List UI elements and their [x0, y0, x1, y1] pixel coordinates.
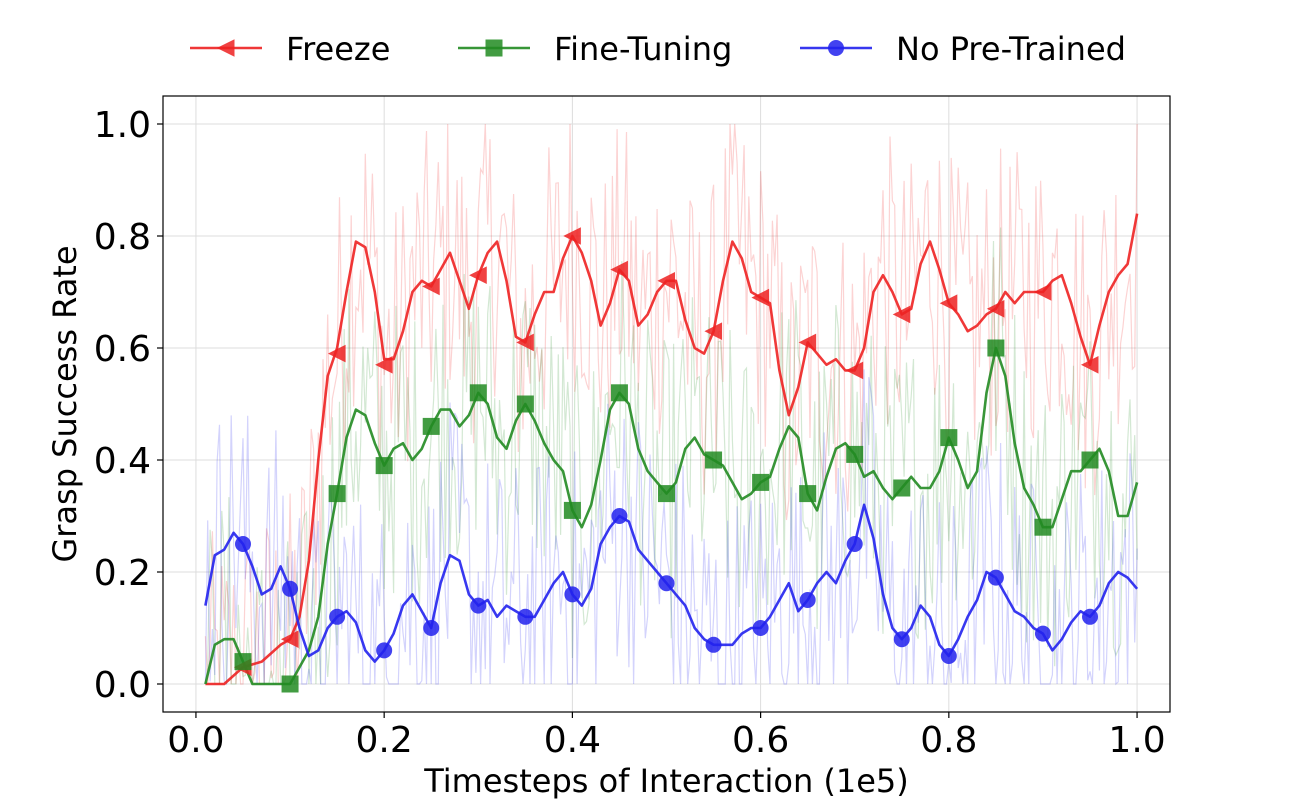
x-axis-ticks: 0.0 0.2 0.4 0.6 0.8 1.0 — [167, 712, 1166, 761]
marker-no-pre-trained — [893, 631, 910, 648]
y-axis-ticks: 0.0 0.2 0.4 0.6 0.8 1.0 — [94, 105, 163, 706]
marker-no-pre-trained — [799, 592, 816, 608]
marker-fine-tuning — [893, 479, 911, 497]
y-tick-label: 0.4 — [94, 441, 151, 482]
y-tick-label: 0.2 — [94, 553, 151, 594]
marker-fine-tuning — [846, 445, 864, 463]
marker-freeze — [375, 355, 393, 374]
marker-freeze — [563, 227, 581, 245]
marker-no-pre-trained — [517, 608, 534, 625]
raw-trace-no-pre-trained — [204, 369, 1138, 686]
marker-no-pre-trained — [376, 642, 393, 659]
marker-freeze — [704, 322, 723, 341]
marker-no-pre-trained — [705, 636, 722, 653]
marker-freeze — [845, 361, 864, 380]
raw-series-traces — [204, 123, 1138, 686]
marker-no-pre-trained — [234, 536, 251, 552]
x-axis-title: Timesteps of Interaction (1e5) — [423, 762, 909, 800]
marker-fine-tuning — [799, 485, 817, 503]
marker-freeze — [798, 333, 817, 352]
marker-no-pre-trained — [1034, 625, 1051, 642]
marker-fine-tuning — [234, 653, 252, 671]
raw-trace-freeze — [204, 123, 1138, 685]
marker-freeze — [469, 266, 487, 285]
marker-no-pre-trained — [1082, 608, 1099, 625]
marker-no-pre-trained — [282, 580, 299, 597]
marker-no-pre-trained — [846, 536, 863, 552]
marker-fine-tuning — [752, 473, 770, 491]
marker-fine-tuning — [516, 395, 534, 413]
marker-no-pre-trained — [470, 597, 487, 614]
marker-fine-tuning — [1034, 518, 1052, 536]
marker-freeze — [280, 630, 299, 649]
legend-label-fine-tuning: Fine-Tuning — [554, 30, 732, 68]
marker-no-pre-trained — [423, 620, 440, 636]
y-tick-label: 0.8 — [94, 217, 151, 258]
legend: Freeze Fine-Tuning No Pre-Trained — [190, 30, 1126, 68]
series-markers — [233, 227, 1099, 693]
x-tick-label: 1.0 — [1108, 720, 1165, 761]
y-axis-title: Grasp Success Rate — [46, 245, 84, 562]
marker-fine-tuning — [422, 417, 440, 435]
marker-freeze — [939, 294, 958, 313]
line-fine-tuning — [204, 346, 1139, 686]
marker-freeze — [986, 299, 1005, 318]
legend-marker-fine-tuning — [485, 39, 503, 57]
marker-fine-tuning — [705, 451, 723, 469]
marker-fine-tuning — [1081, 451, 1099, 469]
y-tick-label: 0.0 — [94, 665, 151, 706]
marker-no-pre-trained — [611, 508, 628, 524]
marker-fine-tuning — [328, 485, 346, 503]
marker-freeze — [657, 271, 675, 290]
y-tick-label: 0.6 — [94, 329, 151, 370]
marker-fine-tuning — [610, 384, 628, 402]
marker-fine-tuning — [658, 485, 675, 503]
marker-fine-tuning — [940, 429, 958, 447]
marker-freeze — [516, 333, 534, 352]
x-tick-label: 0.6 — [732, 720, 789, 761]
marker-freeze — [1033, 283, 1052, 301]
legend-label-freeze: Freeze — [286, 30, 390, 68]
x-tick-label: 0.4 — [544, 720, 601, 761]
marker-fine-tuning — [469, 384, 487, 402]
x-tick-label: 0.2 — [356, 720, 413, 761]
y-tick-label: 1.0 — [94, 105, 151, 146]
marker-no-pre-trained — [752, 620, 769, 636]
legend-marker-freeze — [216, 39, 235, 57]
marker-freeze — [892, 305, 911, 324]
marker-no-pre-trained — [940, 648, 957, 664]
plot-frame — [162, 95, 1171, 713]
marker-freeze — [610, 260, 628, 279]
x-tick-label: 0.8 — [920, 720, 977, 761]
marker-freeze — [422, 277, 440, 296]
legend-label-no-pre-trained: No Pre-Trained — [896, 30, 1126, 68]
marker-no-pre-trained — [564, 586, 581, 603]
marker-freeze — [751, 288, 770, 307]
marker-fine-tuning — [281, 675, 299, 693]
marker-no-pre-trained — [329, 608, 346, 625]
marker-fine-tuning — [375, 457, 393, 475]
marker-no-pre-trained — [658, 575, 675, 592]
marker-freeze — [327, 344, 346, 363]
marker-fine-tuning — [563, 501, 581, 519]
marker-freeze — [1080, 355, 1099, 374]
marker-fine-tuning — [987, 339, 1005, 357]
x-tick-label: 0.0 — [167, 720, 224, 761]
marker-no-pre-trained — [987, 569, 1004, 586]
legend-marker-no-pre-trained — [828, 40, 844, 56]
